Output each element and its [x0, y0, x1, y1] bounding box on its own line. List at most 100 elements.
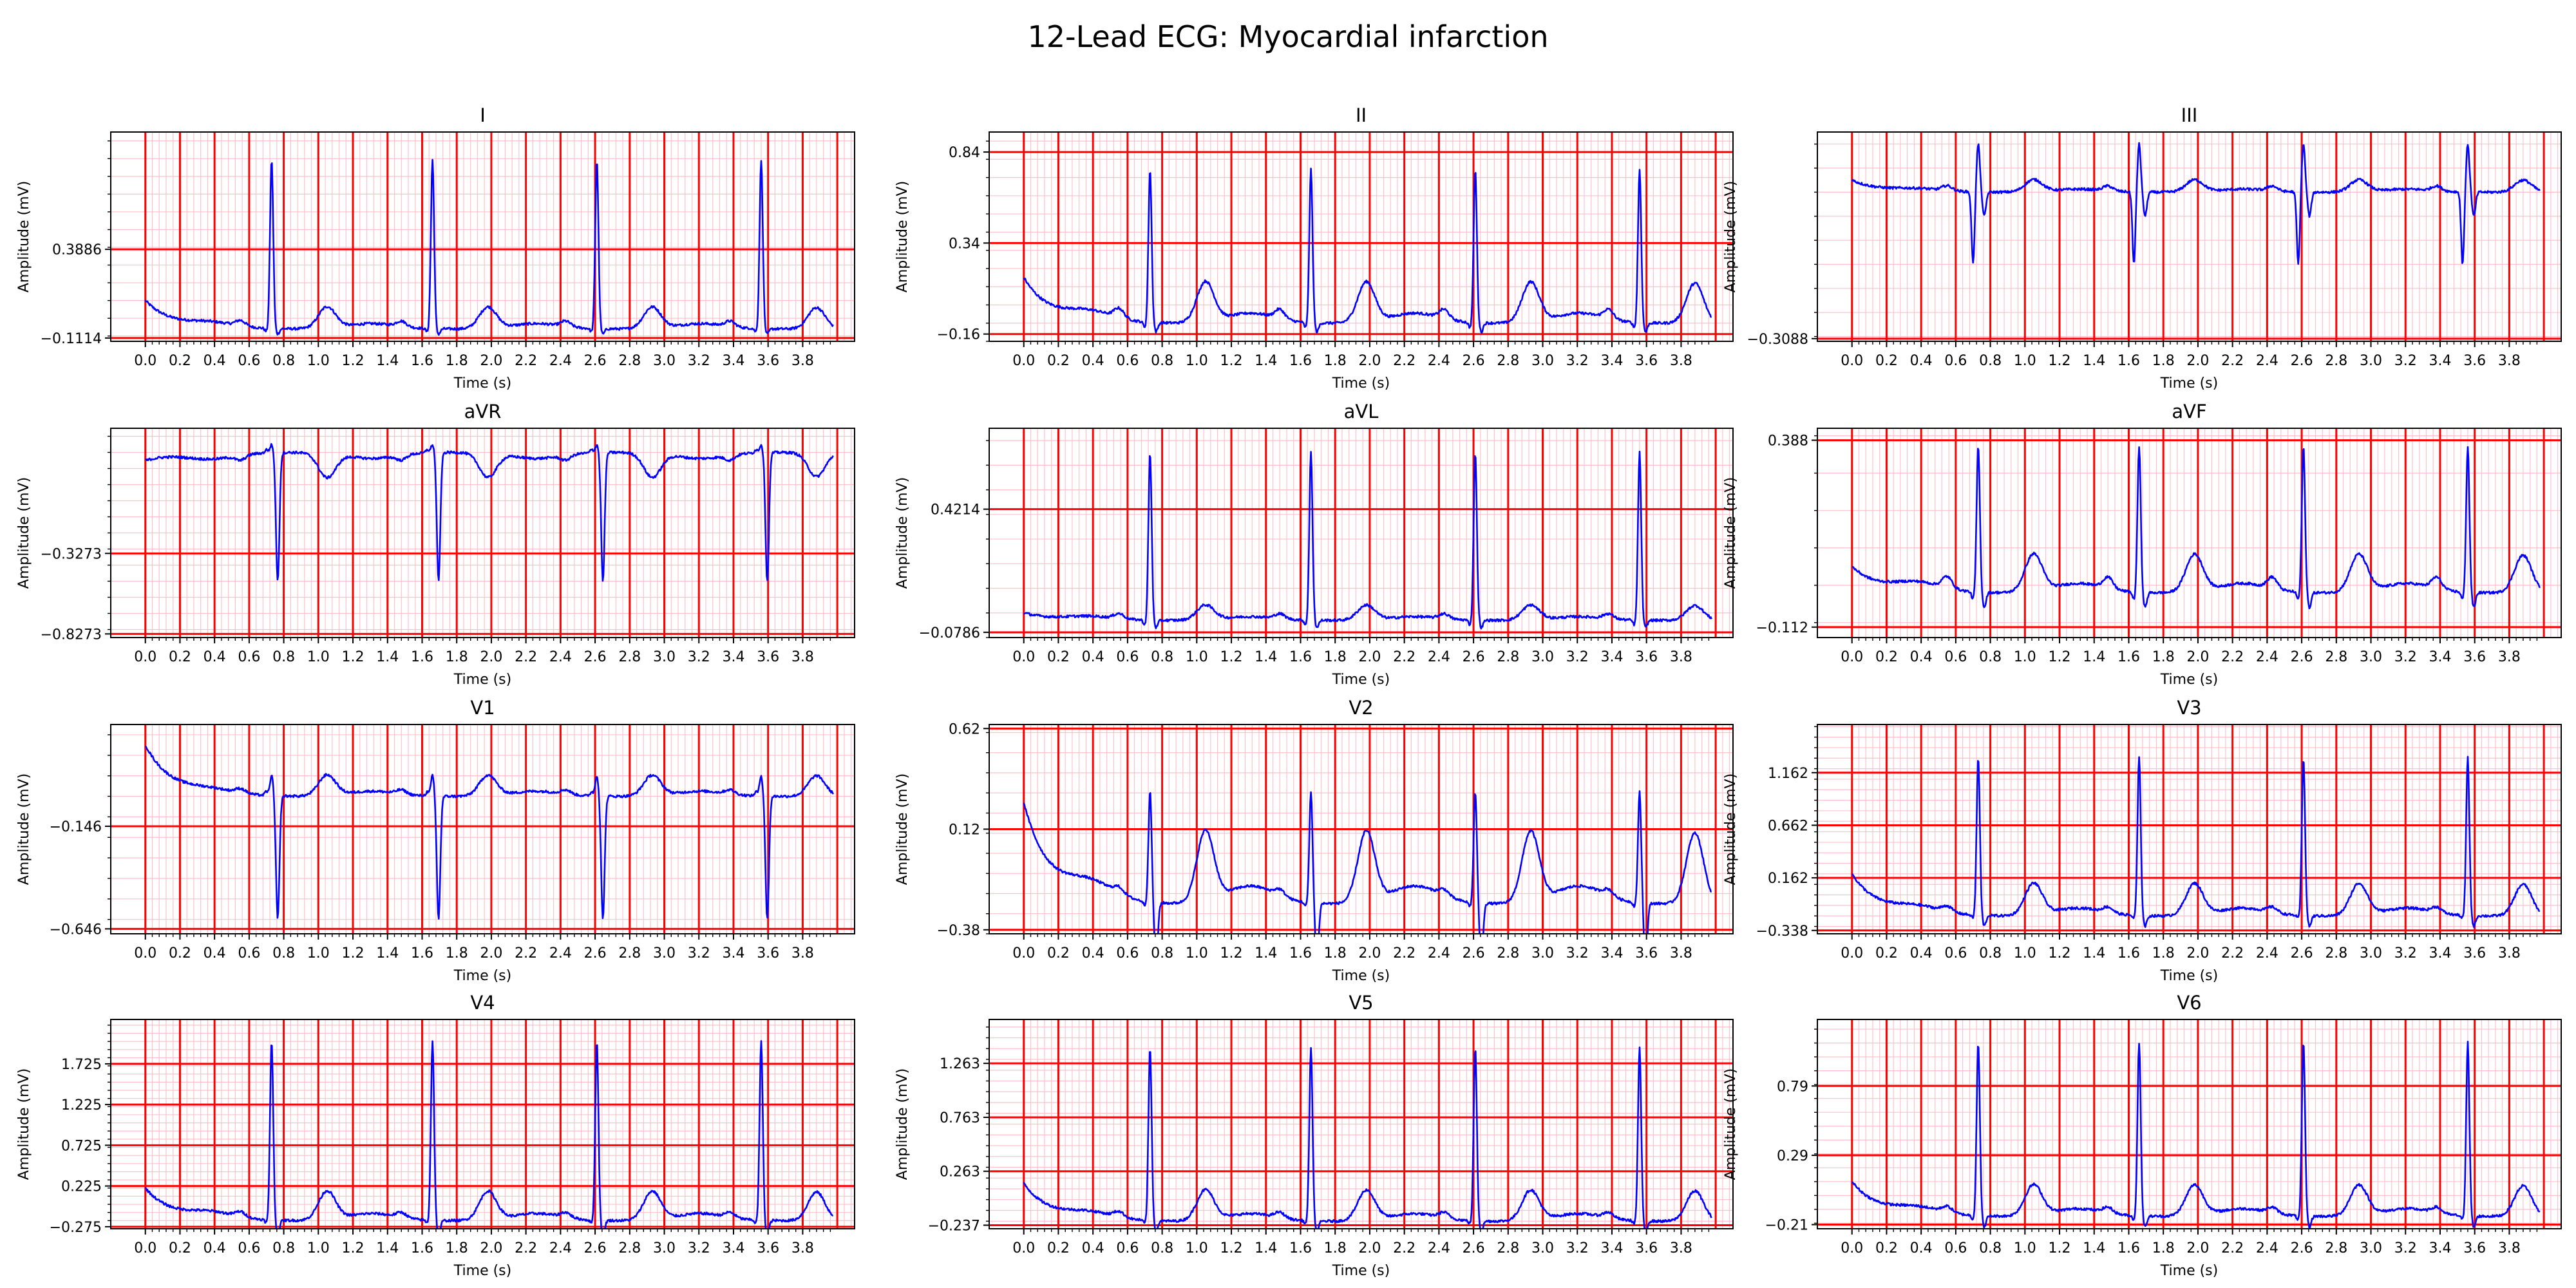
x-axis-label: Time (s) [1332, 672, 1390, 688]
x-tick-label: 2.6 [1463, 353, 1485, 369]
x-tick-label: 3.0 [653, 649, 676, 665]
figure-title: 12-Lead ECG: Myocardial infarction [1027, 19, 1549, 54]
x-tick-label: 2.6 [2291, 945, 2313, 961]
x-tick-label: 3.4 [2429, 1240, 2451, 1256]
x-tick-label: 0.4 [1910, 353, 1933, 369]
y-tick-label: 0.4214 [931, 502, 980, 518]
x-tick-label: 0.8 [272, 649, 295, 665]
lead-panel-II: II 0.0 0.2 0.4 0.6 0.8 1.0 1.2 1.4 1.6 1.8 2.0 2.2 2.… [895, 104, 1734, 392]
x-tick-label: 2.8 [1497, 649, 1519, 665]
ecg-trace-I [144, 158, 834, 336]
x-tick-label: 0.0 [1841, 945, 1863, 961]
lead-panel-aVF: aVF 0.0 0.2 0.4 0.6 0.8 1.0 1.2 1.4 1.6 1.8 2.0 2.2 2… [1723, 401, 2562, 688]
x-tick-label: 1.0 [2014, 1240, 2036, 1256]
y-tick-label: −0.146 [50, 819, 102, 835]
x-tick-label: 2.2 [1393, 945, 1416, 961]
lead-panel-I: I 0.0 0.2 0.4 0.6 0.8 1.0 1.2 1.4 1.6 1.8 2.0 2.2 2.4… [16, 104, 855, 392]
y-tick-label: 1.263 [940, 1056, 980, 1072]
x-axis-label: Time (s) [2160, 672, 2218, 688]
plot-frame [1817, 724, 2562, 934]
x-tick-label: 1.6 [2117, 1240, 2140, 1256]
x-tick-label: 2.0 [2186, 1240, 2209, 1256]
x-tick-label: 1.4 [1255, 945, 1277, 961]
lead-title: aVR [464, 401, 502, 422]
x-tick-label: 3.8 [1670, 1240, 1692, 1256]
x-tick-label: 1.6 [1289, 649, 1312, 665]
x-axis-label: Time (s) [453, 672, 511, 688]
x-tick-label: 0.2 [1047, 945, 1070, 961]
x-axis-label: Time (s) [1332, 968, 1390, 984]
x-tick-label: 3.8 [1670, 945, 1692, 961]
x-tick-label: 1.6 [2117, 353, 2140, 369]
x-tick-label: 2.2 [2221, 945, 2244, 961]
y-tick-label: −0.3088 [1747, 332, 1808, 348]
x-tick-label: 1.6 [1289, 353, 1312, 369]
x-tick-label: 2.8 [2325, 1240, 2347, 1256]
x-tick-label: 1.8 [446, 945, 468, 961]
x-tick-label: 3.0 [653, 353, 676, 369]
ecg-trace-aVF [1852, 446, 2541, 610]
y-axis-label: Amplitude (mV) [1723, 1068, 1739, 1180]
x-tick-label: 3.6 [2463, 945, 2486, 961]
x-tick-label: 3.8 [791, 1240, 814, 1256]
x-tick-label: 3.4 [722, 945, 744, 961]
x-tick-label: 2.2 [2221, 1240, 2244, 1256]
x-tick-label: 2.6 [584, 649, 607, 665]
x-tick-label: 2.2 [2221, 353, 2244, 369]
x-tick-label: 0.6 [238, 353, 260, 369]
x-tick-label: 1.0 [1186, 649, 1208, 665]
x-tick-label: 2.8 [618, 353, 641, 369]
x-tick-label: 2.6 [2291, 1240, 2313, 1256]
x-tick-label: 1.2 [342, 353, 365, 369]
x-tick-label: 2.0 [1358, 649, 1381, 665]
x-tick-label: 2.6 [2291, 649, 2313, 665]
x-tick-label: 1.6 [1289, 945, 1312, 961]
y-axis-label: Amplitude (mV) [1723, 773, 1739, 885]
y-tick-label: −0.38 [937, 923, 980, 939]
lead-title: V2 [1349, 697, 1373, 719]
x-tick-label: 0.0 [1012, 1240, 1035, 1256]
x-tick-label: 1.2 [2049, 1240, 2071, 1256]
x-tick-label: 2.0 [1358, 353, 1381, 369]
y-tick-label: 0.34 [949, 236, 980, 252]
x-tick-label: 0.8 [1151, 1240, 1173, 1256]
x-tick-label: 3.2 [688, 353, 710, 369]
x-tick-label: 2.2 [515, 353, 537, 369]
lead-panel-V1: V1 0.0 0.2 0.4 0.6 0.8 1.0 1.2 1.4 1.6 1.8 2.0 2.2 2.… [16, 697, 855, 984]
x-tick-label: 0.0 [1841, 353, 1863, 369]
y-tick-label: 1.162 [1768, 766, 1808, 782]
x-axis-label: Time (s) [453, 968, 511, 984]
x-tick-label: 3.0 [653, 1240, 676, 1256]
ecg-trace-aVL [1023, 450, 1712, 630]
x-tick-label: 0.6 [1116, 649, 1139, 665]
x-tick-label: 2.4 [1428, 945, 1450, 961]
x-tick-label: 1.2 [2049, 945, 2071, 961]
x-tick-label: 0.2 [169, 1240, 191, 1256]
lead-panel-aVR: aVR 0.0 0.2 0.4 0.6 0.8 1.0 1.2 1.4 1.6 1.8 2.0 2.2 2… [16, 401, 855, 688]
x-axis-label: Time (s) [1332, 375, 1390, 392]
y-axis-label: Amplitude (mV) [16, 181, 32, 292]
y-tick-label: −0.646 [50, 922, 102, 938]
plot-frame [989, 131, 1734, 342]
x-tick-label: 0.6 [1944, 353, 1967, 369]
x-tick-label: 0.8 [1979, 353, 2002, 369]
x-tick-label: 3.8 [791, 945, 814, 961]
x-tick-label: 2.4 [1428, 353, 1450, 369]
x-tick-label: 3.2 [688, 945, 710, 961]
y-tick-label: 0.725 [61, 1138, 102, 1154]
x-tick-label: 2.4 [2256, 353, 2278, 369]
y-tick-label: 1.225 [61, 1097, 102, 1113]
x-tick-label: 3.8 [2498, 1240, 2521, 1256]
x-tick-label: 1.0 [2014, 649, 2036, 665]
lead-title: aVF [2172, 401, 2206, 422]
x-tick-label: 3.0 [1531, 1240, 1554, 1256]
lead-title: V3 [2177, 697, 2201, 719]
x-tick-label: 1.2 [1220, 945, 1243, 961]
plot-frame [989, 428, 1734, 638]
x-tick-label: 1.4 [1255, 649, 1277, 665]
x-tick-label: 0.6 [1944, 945, 1967, 961]
x-tick-label: 0.4 [1082, 353, 1104, 369]
x-tick-label: 1.2 [2049, 649, 2071, 665]
x-tick-label: 3.2 [2394, 945, 2417, 961]
x-tick-label: 2.2 [515, 945, 537, 961]
